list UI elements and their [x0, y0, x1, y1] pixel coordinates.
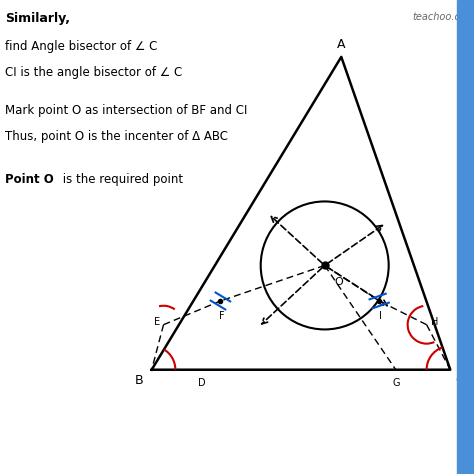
Text: H: H	[431, 317, 439, 328]
Text: A: A	[337, 38, 346, 51]
Text: Point O: Point O	[5, 173, 54, 186]
Text: I: I	[379, 311, 382, 321]
Text: O: O	[334, 277, 343, 287]
Text: D: D	[198, 378, 205, 388]
Text: C: C	[455, 374, 464, 387]
Bar	[457, 0, 474, 474]
Text: G: G	[392, 378, 400, 388]
Text: B: B	[135, 374, 143, 387]
Text: E: E	[154, 317, 160, 328]
Text: Similarly,: Similarly,	[5, 12, 70, 25]
Text: F: F	[219, 311, 224, 321]
Text: find Angle bisector of ∠ C: find Angle bisector of ∠ C	[5, 40, 157, 53]
Text: Mark point O as intersection of BF and CI: Mark point O as intersection of BF and C…	[5, 104, 247, 117]
Text: teachoo.com: teachoo.com	[412, 12, 474, 22]
Text: CI is the angle bisector of ∠ C: CI is the angle bisector of ∠ C	[5, 66, 182, 79]
Text: is the required point: is the required point	[59, 173, 183, 186]
Text: Thus, point O is the incenter of Δ ABC: Thus, point O is the incenter of Δ ABC	[5, 130, 228, 143]
